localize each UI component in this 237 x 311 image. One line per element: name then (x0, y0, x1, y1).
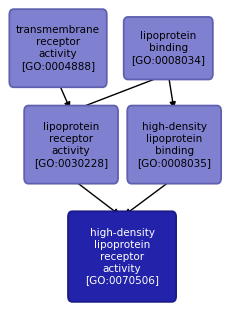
FancyBboxPatch shape (127, 105, 221, 183)
FancyBboxPatch shape (68, 211, 176, 302)
Text: transmembrane
receptor
activity
[GO:0004888]: transmembrane receptor activity [GO:0004… (16, 25, 100, 71)
Text: high-density
lipoprotein
binding
[GO:0008035]: high-density lipoprotein binding [GO:000… (137, 122, 211, 168)
FancyBboxPatch shape (9, 9, 107, 87)
Text: lipoprotein
binding
[GO:0008034]: lipoprotein binding [GO:0008034] (131, 31, 205, 65)
Text: lipoprotein
receptor
activity
[GO:0030228]: lipoprotein receptor activity [GO:003022… (34, 122, 108, 168)
Text: high-density
lipoprotein
receptor
activity
[GO:0070506]: high-density lipoprotein receptor activi… (85, 228, 159, 285)
FancyBboxPatch shape (24, 105, 118, 183)
FancyBboxPatch shape (124, 17, 213, 80)
